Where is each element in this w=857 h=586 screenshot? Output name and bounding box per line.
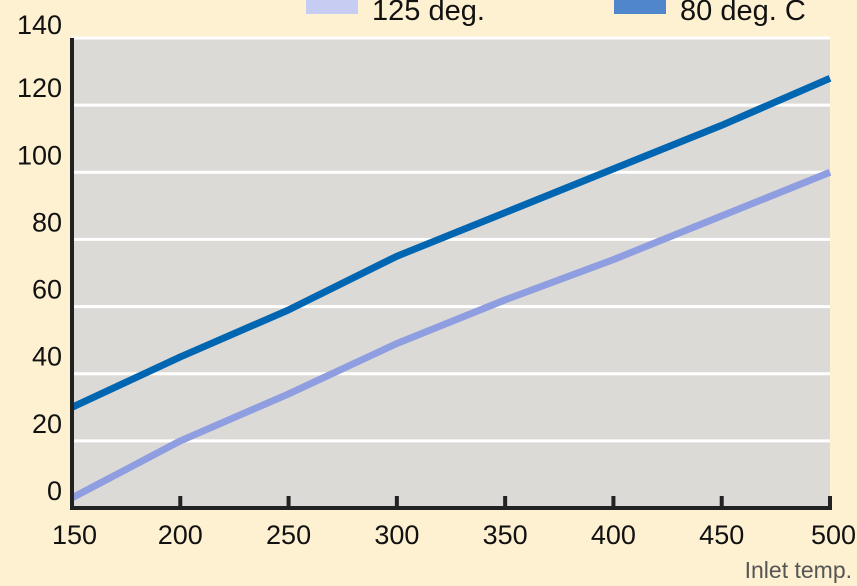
y-tick-label-100: 100 (17, 140, 62, 170)
y-tick-label-60: 60 (32, 275, 62, 305)
x-tick-label-200: 200 (158, 520, 203, 550)
x-tick-label-400: 400 (591, 520, 636, 550)
gridlines (72, 36, 830, 443)
axes: 150 200 250 300 350 400 450 500 0 20 40 60 80 100 120 1… (17, 10, 856, 550)
x-axis-title: Inlet temp. (745, 557, 852, 583)
y-tick-label-80: 80 (32, 207, 62, 237)
y-tick-label-140: 140 (17, 10, 62, 40)
legend: 125 deg. 80 deg. C (306, 0, 806, 27)
x-tick-label-500: 500 (811, 520, 856, 550)
y-tick-label-40: 40 (32, 342, 62, 372)
y-tick-label-20: 20 (32, 409, 62, 439)
x-tick-label-450: 450 (699, 520, 744, 550)
x-tick-label-250: 250 (266, 520, 311, 550)
series-lines (70, 75, 832, 501)
y-tick-label-0: 0 (47, 476, 62, 506)
x-tick-label-150: 150 (52, 520, 97, 550)
y-tick-label-120: 120 (17, 73, 62, 103)
legend-swatch-0 (306, 0, 358, 14)
series-line-0 (70, 169, 832, 501)
legend-label-1: 80 deg. C (680, 0, 806, 27)
series-line-1 (70, 75, 832, 411)
legend-swatch-1 (614, 0, 666, 14)
x-tick-label-350: 350 (483, 520, 528, 550)
legend-label-0: 125 deg. (372, 0, 485, 27)
x-tick-label-300: 300 (374, 520, 419, 550)
